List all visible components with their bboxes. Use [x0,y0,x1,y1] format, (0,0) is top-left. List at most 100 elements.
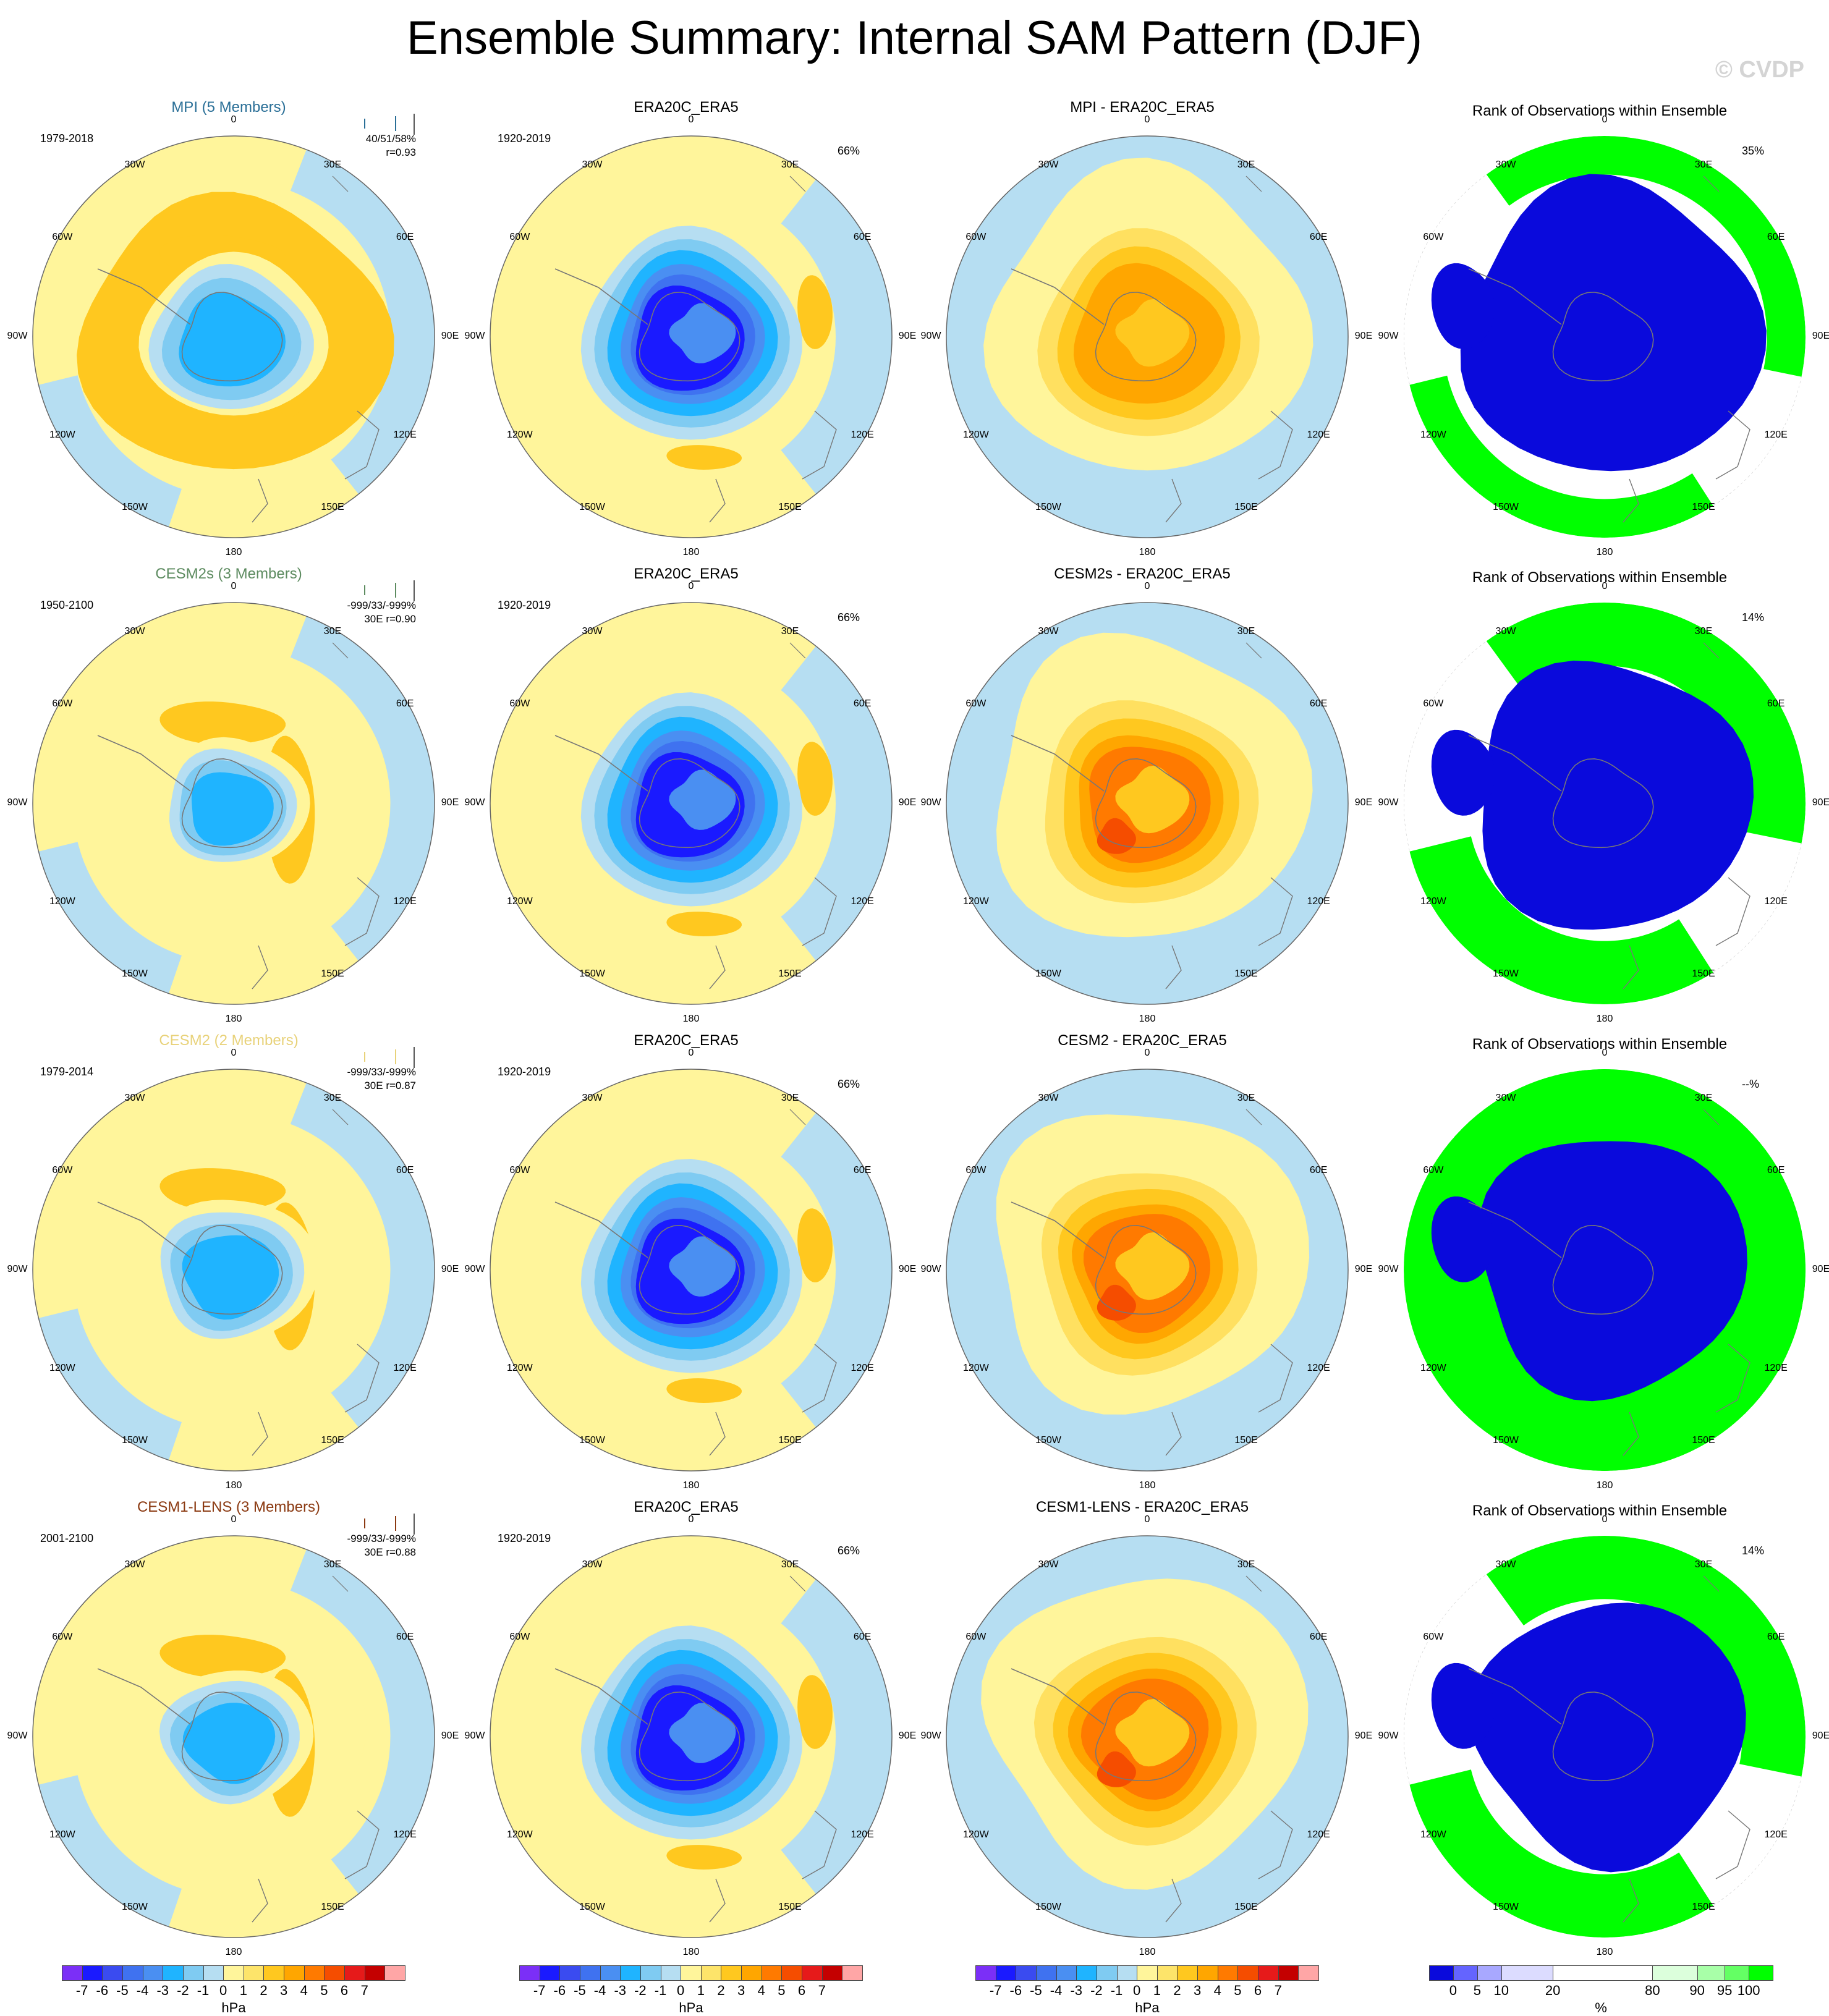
lon-label: 90E [441,797,459,808]
lon-label: 90W [1378,1730,1399,1741]
colorbar-segment [102,1965,123,1981]
stats-line: 30E r=0.90 [364,613,416,625]
lon-label: 60W [1423,698,1444,709]
lon-label: 0 [688,581,694,591]
lon-label: 120E [1307,896,1330,907]
lon-label: 150W [579,1435,605,1446]
lon-label: 30E [1237,1559,1255,1570]
colorbar-label: -4 [1050,1983,1063,1998]
polar-map [946,1069,1349,1472]
page-title: Ensemble Summary: Internal SAM Pattern (… [407,12,1422,64]
colorbar-label: -1 [654,1983,667,1998]
lon-label: 90W [464,1264,485,1274]
colorbar-label: -4 [593,1983,606,1998]
lon-label: 60W [52,1632,73,1642]
panel-title: CESM2s (3 Members) [155,565,302,582]
colorbar-segment [721,1965,742,1981]
lon-label: 30W [124,1559,145,1570]
lon-label: 120W [1420,1363,1446,1373]
lon-label: 30E [781,1559,799,1570]
lon-label: 30W [1495,1092,1516,1103]
obs-panel: ERA20C_ERA5 1920-2019 66% 0 30E 60E 90E 120E 150… [457,1026,917,1493]
lon-label: 90W [464,331,485,341]
colorbar-label: 0 [219,1983,227,1998]
stats-line: 40/51/58% [365,133,416,145]
colorbar-segment [1278,1965,1299,1981]
colorbar-segment [620,1965,641,1981]
colorbar-segment [1217,1965,1239,1981]
colorbar-label: 6 [797,1983,806,1998]
colorbar-label: 1 [1153,1983,1161,1998]
polar-map [1404,1069,1806,1471]
panel-title: Rank of Observations within Ensemble [1472,103,1728,119]
lon-label: 150W [122,1902,148,1913]
polar-map [490,602,893,1005]
lon-label: 90E [441,1264,459,1274]
colorbar-segment [539,1965,561,1981]
lon-label: 90E [1354,1264,1373,1274]
lon-label: 60E [1767,1165,1785,1175]
lon-label: 30E [323,159,342,170]
colorbar-segment [700,1965,722,1981]
lon-label: 60E [1309,1165,1328,1175]
lon-label: 180 [1596,1480,1613,1491]
colorbar-label: -6 [1009,1983,1022,1998]
lon-label: 120W [506,430,533,440]
lon-label: 90W [1378,1264,1399,1274]
lon-label: 180 [682,1480,700,1491]
lon-label: 180 [1596,1014,1613,1024]
lon-label: 150E [1234,1902,1258,1913]
colorbar-segment [182,1965,204,1981]
lon-label: 150W [122,502,148,513]
colorbar-label: 3 [279,1983,288,1998]
lon-label: 60E [1309,698,1328,709]
lon-label: 90W [920,1730,941,1741]
lon-label: 30E [781,1092,799,1103]
lon-label: 30W [1038,159,1059,170]
lon-label: 150W [1493,1435,1519,1446]
panel-title: CESM1-LENS (3 Members) [137,1499,321,1515]
colorbar-label: -7 [989,1983,1002,1998]
lon-label: 0 [231,1048,237,1058]
colorbar-segment [660,1965,682,1981]
lon-label: 180 [225,1014,242,1024]
colorbar-label: 3 [1193,1983,1202,1998]
colorbar-segment [1137,1965,1158,1981]
percent-label: 35% [1742,145,1765,157]
lon-label: 150E [1692,1435,1715,1446]
lon-label: 120W [506,1363,533,1373]
lon-label: 90W [7,331,28,341]
colorbar-label: 95 [1717,1983,1733,1998]
colorbar-label: 6 [340,1983,349,1998]
lon-label: 120E [1764,896,1788,907]
lon-label: 60E [853,698,872,709]
colorbar-label: -2 [634,1983,647,1998]
rank-colorbar [1429,1965,1773,1982]
lon-label: 90W [7,1264,28,1274]
lon-label: 0 [231,114,237,125]
lon-label: 150E [1234,1435,1258,1446]
lon-label: 60E [1767,232,1785,242]
spread-ticks [364,580,415,601]
polar-map [946,1535,1349,1938]
colorbar-label: -1 [1110,1983,1123,1998]
lon-label: 90W [7,797,28,808]
lon-label: 180 [225,547,242,557]
colorbar-segment [761,1965,783,1981]
panel-title: ERA20C_ERA5 [634,1499,739,1515]
percent-label: 14% [1742,1544,1765,1557]
colorbar-segment [640,1965,661,1981]
lon-label: 180 [1139,547,1156,557]
colorbar-label: 10 [1493,1983,1509,1998]
colorbar-label: -1 [197,1983,210,1998]
colorbar-label: 2 [717,1983,725,1998]
colorbar-label: -3 [156,1983,169,1998]
panel-title: MPI - ERA20C_ERA5 [1070,99,1215,116]
lon-label: 60E [1309,1632,1328,1642]
lon-label: 120E [1764,1363,1788,1373]
period-label: 1920-2019 [498,1532,551,1544]
lon-label: 0 [231,581,237,591]
colorbar-segment [1035,1965,1057,1981]
lon-label: 90W [464,1730,485,1741]
diff-panel: MPI - ERA20C_ERA5 0 30E 60E 90E 120E 150E 180 15… [914,93,1373,559]
